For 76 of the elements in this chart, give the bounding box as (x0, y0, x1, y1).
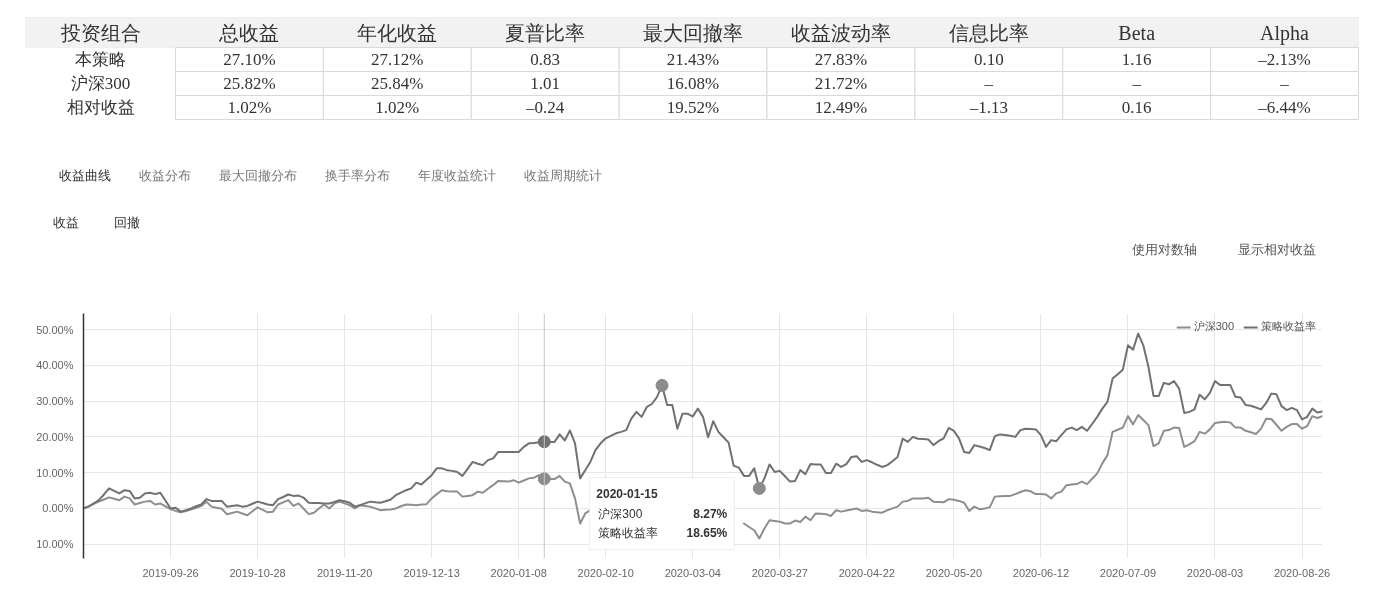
data-label: –2.13% (1257, 50, 1311, 69)
x-tick-label: 2020-06-12 (1012, 566, 1070, 579)
y-tick-label: 相对收益 (66, 98, 135, 117)
y-tick-label: 0.00% (42, 502, 74, 515)
data-label: 1.02% (227, 98, 272, 117)
text: 回撤 (113, 215, 140, 230)
data-label: 27.12% (371, 50, 424, 69)
y-tick-label: 20.00% (36, 430, 74, 443)
annotation: 沪深300 (598, 506, 643, 521)
annotation: 18.65% (686, 525, 728, 540)
y-tick-label: 40.00% (36, 359, 74, 372)
y-tick-label: 沪深300 (70, 74, 131, 93)
point (752, 481, 766, 495)
legend-label: 沪深300 (1193, 319, 1234, 334)
x-tick-label: 2020-04-22 (838, 566, 895, 579)
data-label: 1.02% (375, 98, 420, 117)
data-label: 1.01 (530, 74, 561, 93)
text: 收益分布 (138, 168, 191, 183)
x-tick-label: 收益波动率 (790, 21, 891, 44)
x-tick-label: 2020-02-10 (577, 566, 634, 579)
data-label: 0.16 (1121, 98, 1152, 117)
data-label: 25.82% (223, 74, 276, 93)
data-label: 27.10% (223, 50, 276, 69)
data-label: 16.08% (666, 74, 720, 93)
data-label: –1.13 (968, 98, 1008, 117)
annotation: 8.27% (693, 506, 728, 521)
x-tick-label: 夏普比率 (505, 21, 586, 44)
x-tick-label: 2019-11-20 (316, 566, 373, 579)
x-tick-label: 2020-03-04 (664, 566, 721, 579)
x-tick-label: 2019-12-13 (403, 566, 460, 579)
data-label: 12.49% (814, 98, 868, 117)
x-tick-label: 2019-09-26 (142, 566, 199, 579)
annotation: 策略收益率 (598, 525, 659, 540)
x-tick-label: 总收益 (218, 21, 280, 44)
x-tick-label: 2020-05-20 (925, 566, 983, 579)
data-label: 27.83% (814, 50, 868, 69)
y-tick-label: 30.00% (36, 395, 74, 408)
data-label: –6.44% (1257, 98, 1311, 117)
point (655, 378, 669, 392)
x-tick-label: 2020-01-08 (490, 566, 547, 579)
y-tick-label: 10.00% (36, 466, 74, 479)
data-label: 21.72% (814, 74, 868, 93)
x-tick-label: 2020-07-09 (1099, 566, 1157, 579)
legend-label: 策略收益率 (1261, 319, 1316, 334)
x-tick-label: 最大回撤率 (643, 21, 744, 44)
data-label: 19.52% (666, 98, 720, 117)
x-tick-label: Alpha (1260, 21, 1310, 45)
x-tick-label: 2019-10-28 (229, 566, 286, 579)
text: 年度收益统计 (417, 168, 496, 183)
data-label: 0.10 (973, 50, 1004, 69)
text: – (1132, 74, 1141, 93)
text: 显示相对收益 (1237, 242, 1316, 257)
data-label: –0.24 (525, 98, 565, 117)
x-tick-label: Beta (1118, 21, 1156, 44)
y-tick-label: 本策略 (75, 50, 126, 69)
x-tick-label: 年化收益 (357, 21, 438, 44)
text: – (1280, 74, 1289, 93)
x-tick-label: 信息比率 (948, 21, 1029, 44)
text: 收益周期统计 (523, 168, 602, 183)
y-axis-title: 投资组合 (59, 21, 141, 44)
x-tick-label: 2020-03-27 (751, 566, 808, 579)
y-tick-label: 50.00% (36, 323, 74, 336)
x-tick-label: 2020-08-03 (1186, 566, 1244, 579)
y-tick-label: 10.00% (36, 538, 74, 551)
text: – (984, 74, 994, 93)
text: 最大回撤分布 (218, 168, 297, 183)
text: 使用对数轴 (1131, 242, 1197, 257)
data-label: 1.16 (1121, 50, 1152, 69)
data-label: 25.84% (371, 74, 424, 93)
annotation: 2020-01-15 (596, 487, 658, 502)
data-label: 21.43% (666, 50, 720, 69)
data-label: 0.83 (530, 50, 561, 69)
text: 收益 (52, 215, 79, 230)
text: 换手率分布 (324, 168, 390, 183)
text: 收益曲线 (58, 168, 111, 183)
x-tick-label: 2020-08-26 (1273, 566, 1331, 579)
